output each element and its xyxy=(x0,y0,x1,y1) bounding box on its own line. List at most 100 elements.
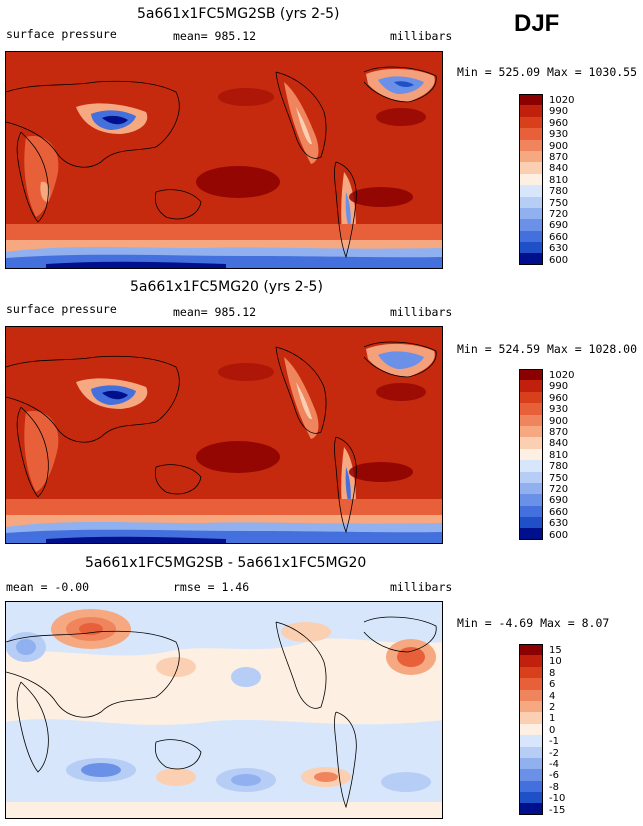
panel-3-colorbar-swatch xyxy=(519,723,543,736)
panel-1-colorbar-label: 840 xyxy=(549,163,569,175)
panel-1-title: 5a661x1FC5MG2SB (yrs 2-5) xyxy=(137,6,340,22)
panel-2-colorbar-label: 600 xyxy=(549,529,569,541)
panel-3-colorbar-swatch xyxy=(519,644,543,656)
panel-2-colorbar-swatch xyxy=(519,425,543,438)
panel-2-colorbar-swatch xyxy=(519,448,543,461)
panel-3-colorbar-label: 8 xyxy=(549,667,556,679)
panel-1-colorbar xyxy=(519,94,543,265)
panel-1-colorbar-label: 990 xyxy=(549,106,569,118)
panel-3-colorbar-swatch xyxy=(519,735,543,747)
panel-1-colorbar-swatch xyxy=(519,116,543,129)
panel-2-map xyxy=(5,326,443,544)
panel-1-colorbar-label: 600 xyxy=(549,254,569,266)
panel-2-colorbar-swatch xyxy=(519,380,543,392)
panel-2-colorbar-label: 750 xyxy=(549,472,569,484)
panel-1-colorbar-swatch xyxy=(519,253,543,265)
panel-2-colorbar-label: 840 xyxy=(549,438,569,450)
panel-1-colorbar-swatch xyxy=(519,185,543,197)
panel-3-colorbar-label: 1 xyxy=(549,713,556,725)
panel-3-colorbar-label: -2 xyxy=(549,747,559,759)
panel-3-colorbar-label: 2 xyxy=(549,702,556,713)
panel-1-mean: mean= 985.12 xyxy=(173,29,257,43)
panel-1-colorbar-label: 1020 xyxy=(549,95,575,106)
panel-2-variable: surface pressure xyxy=(6,302,117,316)
panel-3-colorbar-label: -15 xyxy=(549,804,566,816)
panel-3-colorbar-label: -4 xyxy=(549,759,559,770)
panel-3-colorbar-label: 15 xyxy=(549,645,562,656)
panel-3-map-svg xyxy=(6,602,442,818)
panel-3-colorbar-swatch xyxy=(519,678,543,690)
panel-1-colorbar-label: 870 xyxy=(549,152,569,163)
panel-1-colorbar-label: 750 xyxy=(549,197,569,209)
panel-2-colorbar-swatch xyxy=(519,414,543,426)
panel-2-colorbar-label: 960 xyxy=(549,392,569,404)
panel-1-map xyxy=(5,51,443,269)
panel-1-colorbar-swatch xyxy=(519,105,543,117)
panel-3-colorbar-label: -10 xyxy=(549,793,566,805)
panel-2-mean: mean= 985.12 xyxy=(173,305,257,319)
panel-1-colorbar-swatch xyxy=(519,94,543,106)
panel-3-colorbar-label: -8 xyxy=(549,781,559,793)
panel-3-mean: mean = -0.00 xyxy=(6,580,90,594)
panel-2-units: millibars xyxy=(390,305,453,319)
panel-3-colorbar-swatch xyxy=(519,746,543,758)
panel-2-colorbar-label: 990 xyxy=(549,381,569,393)
panel-1-units: millibars xyxy=(390,29,453,43)
panel-1-colorbar-label: 630 xyxy=(549,243,569,255)
panel-2-colorbar-swatch xyxy=(519,471,543,483)
panel-3-colorbar-swatch xyxy=(519,769,543,781)
panel-3-colorbar-label: -1 xyxy=(549,736,559,748)
panel-2-colorbar-label: 870 xyxy=(549,427,569,438)
panel-1-colorbar-swatch xyxy=(519,242,543,254)
panel-2-colorbar-label: 1020 xyxy=(549,370,575,381)
panel-3-colorbar-swatch xyxy=(519,803,543,815)
panel-1-minmax: Min = 525.09 Max = 1030.55 xyxy=(457,65,638,79)
panel-1-colorbar-swatch xyxy=(519,128,543,140)
panel-2-colorbar-label: 900 xyxy=(549,415,569,427)
panel-2-colorbar-label: 630 xyxy=(549,518,569,530)
panel-2-colorbar-swatch xyxy=(519,460,543,472)
panel-1-colorbar-swatch xyxy=(519,207,543,220)
panel-3-minmax: Min = -4.69 Max = 8.07 xyxy=(457,616,610,630)
panel-1-colorbar-label: 960 xyxy=(549,117,569,129)
panel-3-colorbar-label: 10 xyxy=(549,656,562,668)
panel-3-colorbar-swatch xyxy=(519,689,543,701)
panel-1-colorbar-label: 660 xyxy=(549,231,569,243)
panel-2-colorbar-swatch xyxy=(519,517,543,529)
panel-2-colorbar-swatch xyxy=(519,403,543,415)
panel-3-colorbar-label: -6 xyxy=(549,770,559,782)
panel-1-colorbar-swatch xyxy=(519,150,543,163)
panel-3-colorbar-label: 0 xyxy=(549,724,556,736)
panel-3-colorbar-label: 4 xyxy=(549,690,556,702)
panel-3-colorbar-swatch xyxy=(519,700,543,713)
panel-1-colorbar-label: 720 xyxy=(549,209,569,220)
panel-3-colorbar-swatch xyxy=(519,757,543,770)
panel-1-colorbar-swatch xyxy=(519,196,543,208)
panel-2-colorbar-swatch xyxy=(519,391,543,404)
panel-2-minmax: Min = 524.59 Max = 1028.00 xyxy=(457,342,638,356)
panel-3-colorbar-label: 6 xyxy=(549,679,556,691)
panel-2-colorbar-swatch xyxy=(519,494,543,506)
panel-2-colorbar-swatch xyxy=(519,437,543,449)
panel-1-map-svg xyxy=(6,52,442,268)
panel-2-colorbar-label: 810 xyxy=(549,449,569,461)
panel-1-variable: surface pressure xyxy=(6,27,117,41)
panel-3-map xyxy=(5,601,443,819)
panel-3-units: millibars xyxy=(390,580,453,594)
panel-3-colorbar-swatch xyxy=(519,712,543,724)
panel-2-colorbar-label: 720 xyxy=(549,484,569,495)
panel-2-colorbar-swatch xyxy=(519,482,543,495)
panel-1-colorbar-label: 900 xyxy=(549,140,569,152)
panel-2-title: 5a661x1FC5MG20 (yrs 2-5) xyxy=(130,279,323,295)
panel-2-colorbar-swatch xyxy=(519,528,543,540)
panel-2-colorbar-swatch xyxy=(519,505,543,518)
panel-3-colorbar xyxy=(519,644,543,815)
panel-1-colorbar-swatch xyxy=(519,230,543,243)
panel-1-colorbar-label: 780 xyxy=(549,186,569,198)
panel-1-colorbar-swatch xyxy=(519,219,543,231)
panel-1-colorbar-swatch xyxy=(519,162,543,174)
panel-3-rmse: rmse = 1.46 xyxy=(173,580,250,594)
panel-2-colorbar xyxy=(519,369,543,540)
season-label: DJF xyxy=(514,10,560,37)
panel-3-colorbar-swatch xyxy=(519,655,543,667)
